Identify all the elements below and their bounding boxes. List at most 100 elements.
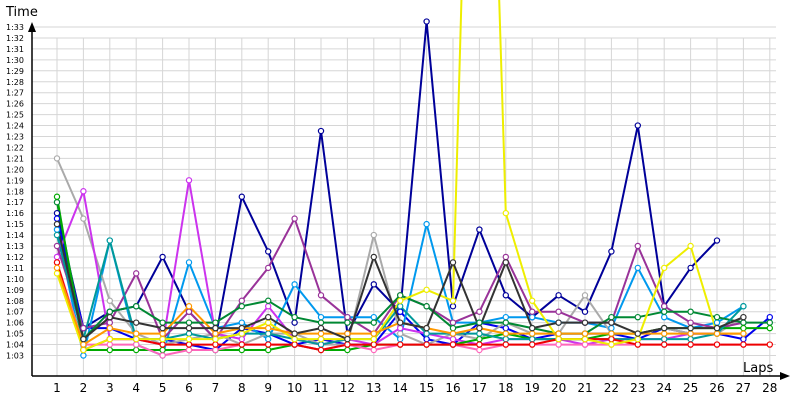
data-point <box>53 220 61 228</box>
data-point <box>423 335 430 343</box>
plot-area <box>53 0 774 359</box>
data-point <box>687 324 694 332</box>
data-point <box>370 319 377 326</box>
data-point <box>53 264 61 272</box>
data-point <box>634 264 642 272</box>
data-point <box>291 330 298 337</box>
data-point <box>212 335 219 343</box>
data-point <box>238 346 245 354</box>
data-point <box>185 308 193 315</box>
data-point <box>740 324 747 332</box>
data-point <box>80 352 87 359</box>
data-point <box>581 292 589 299</box>
data-point <box>185 330 193 337</box>
data-point <box>106 297 114 304</box>
data-point <box>265 248 272 255</box>
data-point <box>449 303 457 310</box>
data-point <box>476 335 483 343</box>
x-tick-label: 20 <box>551 381 566 395</box>
data-point <box>80 215 87 222</box>
data-point <box>423 286 430 293</box>
data-point <box>132 341 140 348</box>
y-tick-label: 1:18 <box>6 187 24 196</box>
data-point <box>634 335 642 343</box>
x-tick-label: 5 <box>159 381 167 395</box>
data-point <box>106 237 114 244</box>
y-tick-label: 1:20 <box>6 165 24 174</box>
data-point <box>159 319 166 326</box>
x-tick-label: 2 <box>80 381 88 395</box>
data-point <box>106 341 114 348</box>
series-line <box>56 202 770 341</box>
data-point <box>265 330 272 337</box>
x-tick-label: 16 <box>445 381 460 395</box>
data-point <box>80 324 87 332</box>
data-point <box>265 324 272 332</box>
data-point <box>608 313 615 321</box>
data-point <box>634 330 642 337</box>
data-point <box>317 324 325 332</box>
data-point <box>370 341 377 348</box>
data-point <box>317 127 325 135</box>
data-point <box>423 18 430 25</box>
y-axis-title: Time <box>5 5 38 20</box>
data-point <box>687 264 694 272</box>
data-point <box>713 324 721 332</box>
y-tick-label: 1:24 <box>6 122 24 131</box>
data-point <box>317 319 325 326</box>
data-point <box>423 324 430 332</box>
data-point <box>291 313 298 321</box>
data-point <box>687 319 694 326</box>
data-point <box>423 330 430 337</box>
data-point <box>185 319 193 326</box>
y-tick-label: 1:09 <box>6 286 24 295</box>
data-point <box>581 319 589 326</box>
data-point <box>265 335 272 343</box>
data-point <box>185 341 193 348</box>
data-point <box>555 335 562 343</box>
data-point <box>238 341 245 348</box>
data-point <box>53 259 61 266</box>
data-point <box>713 330 721 337</box>
x-tick-label: 9 <box>264 381 272 395</box>
data-point <box>80 335 87 343</box>
data-point <box>581 335 589 343</box>
data-point <box>159 341 166 348</box>
x-tick-label: 27 <box>736 381 751 395</box>
data-point <box>661 330 668 337</box>
data-point <box>502 209 509 217</box>
data-point <box>370 231 377 239</box>
y-tick-label: 1:28 <box>6 78 24 87</box>
data-point <box>740 341 747 348</box>
data-point <box>159 346 166 354</box>
data-point <box>265 346 272 354</box>
data-point <box>449 259 457 266</box>
data-point <box>291 335 298 343</box>
y-tick-labels: 1:03 1:04 1:05 1:06 1:07 1:08 1:09 1:10 1:11 1:12… <box>6 23 24 361</box>
data-point <box>529 335 536 343</box>
data-point <box>608 248 615 255</box>
data-point <box>687 341 694 348</box>
x-tick-label: 23 <box>630 381 645 395</box>
data-point <box>476 308 483 315</box>
data-point <box>687 335 694 343</box>
data-point <box>476 324 483 332</box>
y-tick-label: 1:07 <box>6 308 24 317</box>
data-point <box>502 313 509 321</box>
data-point <box>476 319 483 326</box>
data-point <box>80 341 87 348</box>
data-point <box>766 313 774 321</box>
data-point <box>212 319 219 326</box>
x-tick-label: 8 <box>238 381 246 395</box>
data-point <box>212 341 219 348</box>
data-point <box>608 330 615 337</box>
y-tick-label: 1:12 <box>6 253 24 262</box>
data-point <box>80 188 87 195</box>
data-point <box>238 324 245 332</box>
data-point <box>661 264 668 272</box>
data-point <box>476 330 483 337</box>
data-point <box>53 242 61 250</box>
data-point <box>766 341 774 348</box>
data-point <box>661 308 668 315</box>
y-tick-label: 1:10 <box>6 275 24 284</box>
